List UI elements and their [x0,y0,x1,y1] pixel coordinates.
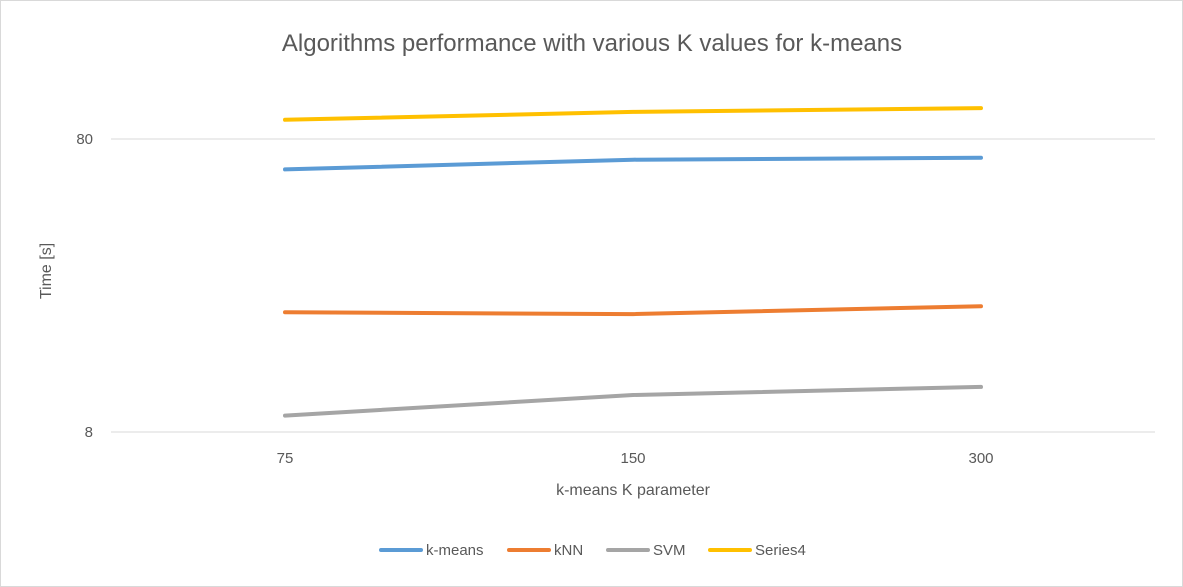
x-tick-label: 150 [620,450,645,467]
x-axis-title: k-means K parameter [556,482,711,499]
y-tick-labels: 8 80 [76,131,93,441]
x-tick-label: 300 [968,450,993,467]
legend-label: k-means [426,542,484,559]
series-line-knn [283,304,983,317]
gridlines [111,138,1155,433]
chart-title: Algorithms performance with various K va… [282,30,902,57]
series-line-k-means [283,155,983,172]
y-tick-label: 8 [85,424,93,441]
y-axis-title: Time [s] [38,243,55,299]
x-tick-labels: 75 150 300 [277,450,994,467]
legend-label: Series4 [755,542,806,559]
legend: k-means kNN SVM Series4 [379,542,806,559]
x-tick-label: 75 [277,450,294,467]
y-tick-label: 80 [76,131,93,148]
legend-label: SVM [653,542,686,559]
series-line-svm [283,384,983,418]
legend-label: kNN [554,542,583,559]
series-line-series4 [283,106,983,122]
series-lines [283,106,983,418]
